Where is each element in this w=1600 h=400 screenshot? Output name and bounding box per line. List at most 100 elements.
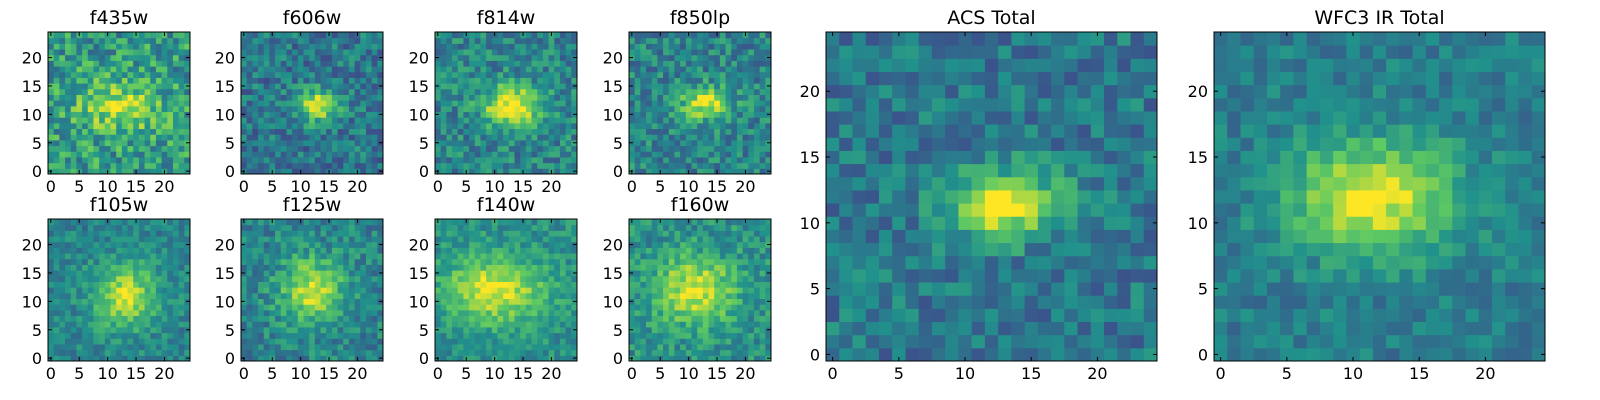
heatmap-cell xyxy=(377,32,384,39)
heatmap-cell xyxy=(531,275,538,282)
heatmap-cell xyxy=(348,355,356,362)
y-tick-label: 10 xyxy=(409,292,429,311)
heatmap-cell xyxy=(440,77,447,84)
heatmap-cell xyxy=(520,88,527,95)
heatmap-cell xyxy=(508,88,516,95)
heatmap-cell xyxy=(691,66,698,73)
heatmap-cell xyxy=(110,168,117,175)
heatmap-cell xyxy=(82,304,89,311)
heatmap-cell xyxy=(297,145,304,152)
heatmap-cell xyxy=(297,264,304,271)
heatmap-cell xyxy=(765,94,772,101)
heatmap-cell xyxy=(93,326,100,334)
heatmap-cell xyxy=(360,338,367,345)
heatmap-cell xyxy=(680,298,687,305)
heatmap-cell xyxy=(651,94,658,101)
heatmap-cell xyxy=(531,49,538,56)
heatmap-cell xyxy=(263,111,270,118)
heatmap-cell xyxy=(354,326,361,334)
heatmap-cell xyxy=(651,315,658,322)
heatmap-cell xyxy=(748,100,755,107)
heatmap-cell xyxy=(365,270,373,277)
heatmap-cell xyxy=(559,321,567,328)
heatmap-cell xyxy=(172,162,180,169)
heatmap-cell xyxy=(571,88,578,95)
heatmap-cell xyxy=(138,122,146,130)
heatmap-cell xyxy=(360,43,367,50)
heatmap-cell xyxy=(525,332,533,339)
heatmap-cell xyxy=(326,77,333,84)
heatmap-cell xyxy=(172,145,180,152)
heatmap-cell xyxy=(93,264,100,271)
heatmap-cell xyxy=(565,270,572,277)
heatmap-cell xyxy=(651,349,658,356)
heatmap-cell xyxy=(559,326,567,334)
heatmap-cell xyxy=(525,224,533,231)
heatmap-cell xyxy=(452,128,459,135)
heatmap-cell xyxy=(65,281,72,288)
heatmap-cell xyxy=(343,66,350,73)
heatmap-cell xyxy=(435,66,442,73)
y-tick-label: 0 xyxy=(225,349,235,368)
heatmap-cell xyxy=(70,236,77,243)
heatmap-cell xyxy=(685,304,692,311)
heatmap-cell xyxy=(629,315,636,322)
heatmap-cell xyxy=(314,241,322,248)
heatmap-cell xyxy=(486,128,493,135)
heatmap-cell xyxy=(708,71,715,78)
heatmap-cell xyxy=(121,275,129,282)
heatmap-cell xyxy=(440,151,447,158)
heatmap-cell xyxy=(469,315,476,322)
heatmap-cell xyxy=(348,304,356,311)
heatmap-cell xyxy=(275,326,282,334)
heatmap-cell xyxy=(280,100,287,107)
heatmap-cell xyxy=(138,94,146,101)
heatmap-cell xyxy=(520,349,527,356)
heatmap-cell xyxy=(110,37,117,44)
heatmap-cell xyxy=(326,43,333,50)
heatmap-cell xyxy=(474,298,481,305)
heatmap-cell xyxy=(292,100,299,107)
heatmap-cell xyxy=(110,292,117,300)
heatmap-cell xyxy=(719,332,727,339)
heatmap-cell xyxy=(275,32,282,39)
heatmap-cell xyxy=(354,43,361,50)
heatmap-cell xyxy=(155,224,163,231)
heatmap-cell xyxy=(463,139,470,147)
heatmap-cell xyxy=(759,281,766,288)
heatmap-cell xyxy=(178,32,185,39)
heatmap-cell xyxy=(133,122,140,130)
heatmap-cell xyxy=(537,321,544,328)
heatmap-cell xyxy=(508,224,516,231)
heatmap-cell xyxy=(446,100,453,107)
heatmap-cell xyxy=(104,117,111,124)
heatmap-cell xyxy=(280,162,287,169)
heatmap-cell xyxy=(634,43,641,50)
heatmap-cell xyxy=(133,88,140,95)
heatmap-cell xyxy=(542,326,550,334)
heatmap-cell xyxy=(680,139,687,147)
heatmap-cell xyxy=(371,304,378,311)
heatmap-cell xyxy=(155,270,163,277)
heatmap-cell xyxy=(365,236,373,243)
heatmap-cell xyxy=(759,321,766,328)
heatmap-cell xyxy=(155,236,163,243)
heatmap-cell xyxy=(651,71,658,78)
heatmap-cell xyxy=(110,156,117,164)
heatmap-cell xyxy=(150,230,157,237)
heatmap-cell xyxy=(697,168,704,175)
heatmap-cell xyxy=(59,128,66,135)
heatmap-cell xyxy=(82,275,89,282)
heatmap-cell xyxy=(714,139,721,147)
heatmap-cell xyxy=(99,224,106,231)
heatmap-cell xyxy=(480,343,487,351)
heatmap-cell xyxy=(651,77,658,84)
heatmap-cell xyxy=(121,117,129,124)
heatmap-cell xyxy=(474,258,481,265)
heatmap-cell xyxy=(452,71,459,78)
heatmap-cell xyxy=(263,264,270,271)
heatmap-cell xyxy=(144,151,151,158)
heatmap-cell xyxy=(765,156,772,164)
heatmap-cell xyxy=(474,54,481,61)
heatmap-cell xyxy=(697,287,704,294)
